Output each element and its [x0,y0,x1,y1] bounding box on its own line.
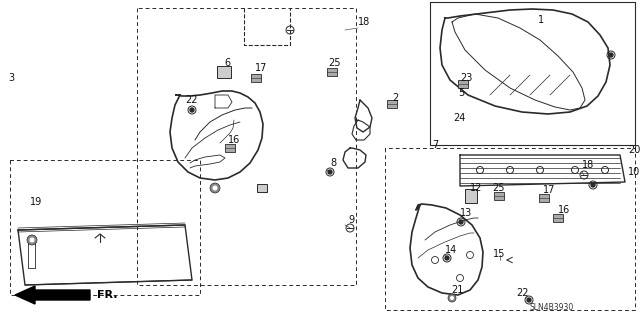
Bar [225,144,235,152]
Bar [387,100,397,108]
Text: 2: 2 [392,93,398,103]
Circle shape [459,220,463,224]
Bar [539,194,549,202]
Text: SLN4B3930: SLN4B3930 [530,303,574,313]
Text: 19: 19 [30,197,42,207]
Text: 20: 20 [628,145,640,155]
Bar [494,192,504,200]
Circle shape [29,238,35,242]
Circle shape [328,170,332,174]
Circle shape [448,294,456,302]
Text: 23: 23 [460,73,472,83]
Text: 16: 16 [558,205,570,215]
Text: 10: 10 [628,167,640,177]
Circle shape [450,296,454,300]
Text: 1: 1 [538,15,544,25]
Text: 25: 25 [492,183,504,193]
Circle shape [190,108,194,112]
Text: 21: 21 [451,285,463,295]
Bar [458,80,468,88]
Text: 3: 3 [8,73,14,83]
Text: 7: 7 [432,140,438,150]
Circle shape [591,183,595,187]
Text: 15: 15 [493,249,506,259]
Bar [217,66,231,78]
Text: FR.: FR. [97,290,118,300]
Bar [553,214,563,222]
Text: 9: 9 [348,215,354,225]
Text: 17: 17 [543,185,556,195]
Text: 18: 18 [358,17,371,27]
Circle shape [609,53,613,57]
Circle shape [210,183,220,193]
Circle shape [527,298,531,302]
Text: 24: 24 [453,113,465,123]
Text: 14: 14 [445,245,457,255]
Circle shape [27,235,37,245]
Text: 16: 16 [228,135,240,145]
Text: 13: 13 [460,208,472,218]
Circle shape [212,186,218,190]
Text: 25: 25 [328,58,340,68]
Bar [257,184,267,192]
Text: 12: 12 [470,183,483,193]
Text: 22: 22 [185,95,198,105]
Bar [465,189,477,203]
Text: 22: 22 [516,288,529,298]
Text: 5: 5 [458,88,464,98]
Bar [327,68,337,76]
FancyArrow shape [15,286,90,304]
Text: 17: 17 [255,63,268,73]
Text: 18: 18 [582,160,595,170]
Circle shape [445,256,449,260]
Text: 6: 6 [224,58,230,68]
Text: 8: 8 [330,158,336,168]
Bar [251,74,261,82]
